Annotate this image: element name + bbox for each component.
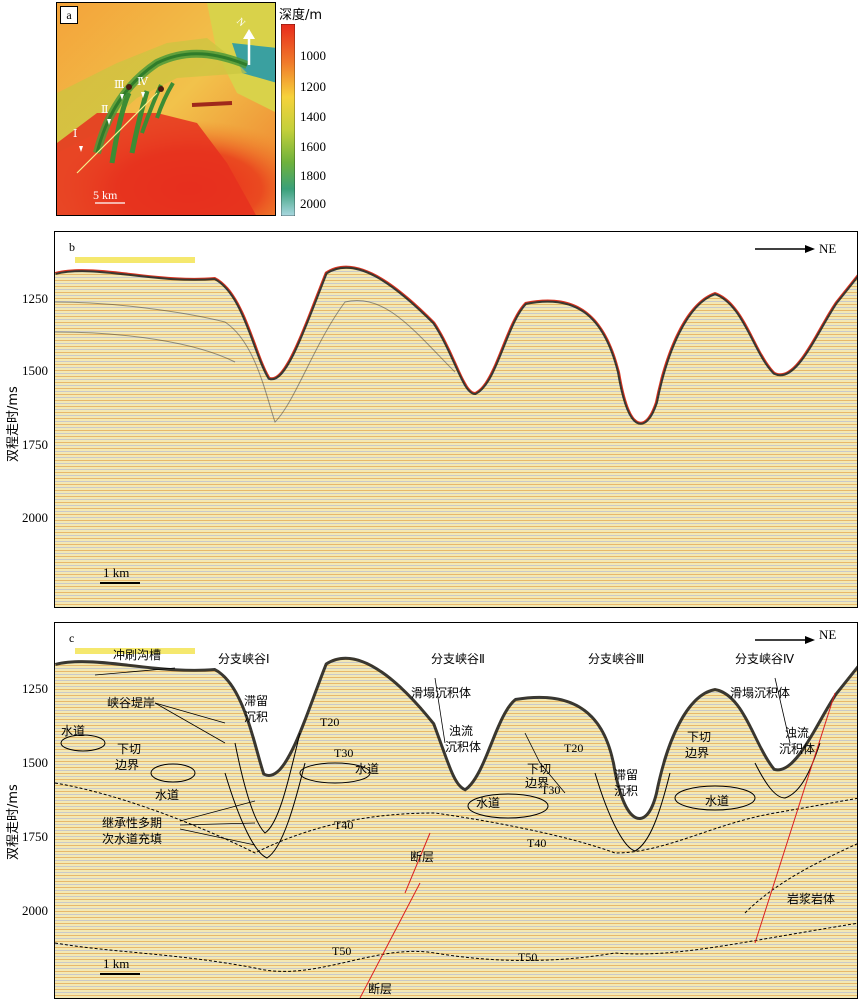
fill-label-b: 次水道充填 bbox=[102, 832, 163, 846]
y-tick-b: 2000 bbox=[22, 510, 48, 525]
turbidite-label-b: 沉积体 bbox=[779, 742, 816, 756]
scour-trough-label: 冲刷沟槽 bbox=[113, 648, 162, 662]
canyon-label-4: 分支峡谷Ⅳ bbox=[735, 652, 795, 666]
bathymetry-map bbox=[57, 3, 275, 215]
seismic-section-b bbox=[55, 232, 857, 607]
profile-label-4: Ⅳ bbox=[137, 76, 148, 88]
panel-a-map: a N Ⅰ Ⅱ Ⅲ Ⅳ 5 km bbox=[56, 2, 276, 216]
turbidite-label-b: 沉积体 bbox=[445, 740, 482, 754]
incision-label-a: 下切 bbox=[527, 762, 552, 776]
channel-label: 水道 bbox=[476, 796, 501, 810]
profile-line bbox=[76, 92, 158, 174]
colorbar-tick: 1600 bbox=[300, 139, 326, 154]
colorbar-tick: 1400 bbox=[300, 109, 326, 124]
horizon-label-t40: T40 bbox=[334, 818, 354, 832]
slump-label: 滑塌沉积体 bbox=[411, 686, 472, 700]
panel-b-seismic: b NE 1 km bbox=[54, 231, 858, 608]
y-tick-b: 1750 bbox=[22, 437, 48, 452]
colorbar-tick: 1800 bbox=[300, 168, 326, 183]
seismic-section-c bbox=[55, 623, 857, 998]
y-axis-label-c: 双程走时/ms bbox=[6, 784, 21, 860]
colorbar-tick: 1000 bbox=[300, 48, 326, 63]
panel-letter-b: b bbox=[69, 240, 75, 254]
horizon-label-t40: T40 bbox=[527, 836, 547, 850]
horizon-label-t30: T30 bbox=[334, 746, 354, 760]
turbidite-label-a: 浊流 bbox=[449, 724, 474, 738]
horizon-label-t50: T50 bbox=[332, 944, 352, 958]
colorbar-tick: 2000 bbox=[300, 196, 326, 211]
turbidite-label-a: 浊流 bbox=[785, 726, 810, 740]
y-tick-c: 2000 bbox=[22, 903, 48, 918]
profile-label-2: Ⅱ bbox=[101, 104, 109, 116]
lag-label-b: 沉积 bbox=[614, 784, 639, 798]
canyon-label-2: 分支峡谷Ⅱ bbox=[431, 652, 485, 666]
incision-label-a: 下切 bbox=[687, 730, 712, 744]
panel-c-interpreted: c NE 1 km 分支峡谷Ⅰ 分支峡谷Ⅱ 分支峡谷Ⅲ 分支峡谷Ⅳ 冲刷沟槽 峡… bbox=[54, 622, 858, 999]
scale-label-c: 1 km bbox=[103, 956, 130, 971]
horizon-label-t50: T50 bbox=[518, 950, 538, 964]
horizon-label-t30: T30 bbox=[541, 783, 561, 797]
direction-label-b: NE bbox=[819, 241, 837, 256]
depth-colorbar bbox=[281, 24, 295, 216]
horizon-label-t20: T20 bbox=[564, 741, 584, 755]
colorbar-tick: 1200 bbox=[300, 79, 326, 94]
canyon-label-3: 分支峡谷Ⅲ bbox=[588, 652, 645, 666]
direction-label-c: NE bbox=[819, 627, 837, 642]
y-tick-c: 1250 bbox=[22, 681, 48, 696]
scale-label-b: 1 km bbox=[103, 565, 130, 580]
y-tick-b: 1250 bbox=[22, 291, 48, 306]
channel-label: 水道 bbox=[705, 794, 730, 808]
profile-label-3: Ⅲ bbox=[114, 79, 125, 91]
fill-label-a: 继承性多期 bbox=[102, 816, 163, 830]
profile-label-1: Ⅰ bbox=[73, 128, 78, 140]
y-tick-c: 1500 bbox=[22, 755, 48, 770]
panel-letter-c: c bbox=[69, 631, 75, 645]
y-tick-b: 1500 bbox=[22, 363, 48, 378]
channel-label: 水道 bbox=[355, 762, 380, 776]
fault-label: 断层 bbox=[410, 850, 435, 864]
channel-label: 水道 bbox=[61, 724, 86, 738]
y-tick-c: 1750 bbox=[22, 829, 48, 844]
panel-letter: a bbox=[60, 6, 78, 24]
incision-label-b: 边界 bbox=[685, 746, 710, 760]
horizon-label-t20: T20 bbox=[320, 715, 340, 729]
canyon-label-1: 分支峡谷Ⅰ bbox=[218, 652, 270, 666]
fault-label: 断层 bbox=[368, 982, 393, 996]
slump-label: 滑塌沉积体 bbox=[730, 686, 791, 700]
lag-label-b: 沉积 bbox=[244, 710, 269, 724]
lag-label-a: 滞留 bbox=[244, 694, 269, 708]
magma-label: 岩浆岩体 bbox=[787, 892, 836, 906]
colorbar-title: 深度/m bbox=[279, 8, 323, 23]
lag-label-a: 滞留 bbox=[614, 768, 639, 782]
scale-label: 5 km bbox=[93, 188, 118, 202]
channel-label: 水道 bbox=[155, 788, 180, 802]
incision-label-a: 下切 bbox=[117, 742, 142, 756]
incision-label-b: 边界 bbox=[115, 758, 140, 772]
levee-label: 峡谷堤岸 bbox=[107, 696, 156, 710]
incision-label-b: 边界 bbox=[525, 776, 550, 790]
